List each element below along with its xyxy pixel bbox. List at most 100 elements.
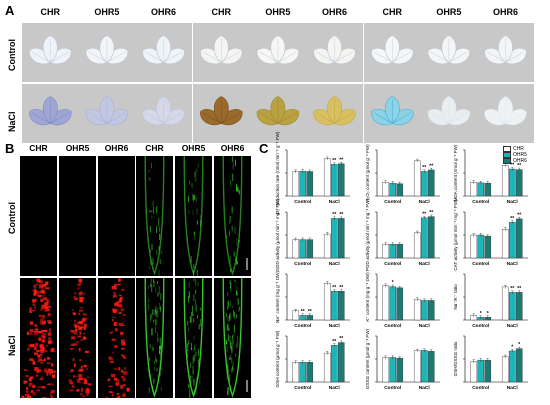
chart-7: K⁺ content (mg g⁻¹ DW) Control * NaCl	[347, 272, 444, 332]
significance-mark: **	[510, 286, 514, 292]
x-tick-label: Control	[384, 199, 401, 205]
significance-mark: *	[518, 342, 520, 348]
bar-OHR5-Control	[300, 240, 306, 258]
significance-mark: *	[487, 311, 489, 317]
bar-CHR-NaCl	[414, 161, 420, 196]
bar-OHR6-NaCl	[516, 292, 522, 320]
x-tick-label: Control	[294, 385, 311, 391]
bar-OHR5-Control	[478, 235, 484, 258]
x-tick-label: NaCl	[507, 323, 518, 329]
chart-3: SOD activity (μmol min⁻¹ mg⁻¹ FW) Control…	[257, 210, 354, 270]
bar-OHR5-Control	[390, 357, 396, 382]
x-tick-label: NaCl	[329, 199, 340, 205]
panel-b-row-label-1: NaCl	[7, 335, 17, 356]
panel-a-header-1-0: CHR	[193, 7, 250, 17]
panel-a-header-1-2: OHR6	[306, 7, 363, 17]
bar-OHR6-NaCl	[428, 300, 434, 320]
panel-b-image-r1-c3	[136, 278, 173, 398]
bar-CHR-Control	[383, 182, 389, 196]
x-tick-label: Control	[472, 199, 489, 205]
bar-CHR-NaCl	[502, 357, 508, 382]
chart-5: CAT activity (μmol min⁻¹ mg⁻¹ FW) Control…	[435, 210, 532, 270]
x-tick-label: Control	[294, 199, 311, 205]
panel-b-image-r0-c1	[59, 156, 96, 276]
significance-mark: **	[308, 309, 312, 315]
bar-CHR-NaCl	[414, 299, 420, 320]
panel-b-image-r0-c4	[175, 156, 212, 276]
chart-11: GSH/GSSG ratio Control NaCl * *	[435, 334, 532, 394]
bar-OHR5-NaCl	[331, 218, 337, 258]
significance-mark: **	[339, 212, 343, 218]
bar-OHR5-Control	[390, 183, 396, 196]
significance-mark: **	[510, 163, 514, 169]
x-tick-label: Control	[472, 261, 489, 267]
bar-OHR6-Control	[397, 288, 403, 320]
panel-a-row-label-1: NaCl	[7, 111, 17, 132]
y-axis-label: CAT activity (μmol min⁻¹ mg⁻¹ FW)	[453, 199, 458, 271]
x-tick-label: NaCl	[329, 385, 340, 391]
panel-b-image-r1-c1	[59, 278, 96, 398]
bar-OHR5-NaCl	[331, 345, 337, 382]
significance-mark: **	[517, 286, 521, 292]
panel-a-box-r1-g2	[364, 84, 534, 143]
panel-a-header-2-0: CHR	[364, 7, 421, 17]
y-axis-label: K⁺ content (mg g⁻¹ DW)	[365, 272, 370, 322]
bar-OHR6-NaCl	[516, 170, 522, 196]
significance-mark: **	[301, 309, 305, 315]
chart-1: H₂O₂ content (μmol g⁻¹ FW) Control NaCl ** *…	[347, 148, 444, 208]
panel-a-box-r0-g1	[193, 23, 363, 82]
significance-mark: **	[332, 158, 336, 164]
bar-OHR6-Control	[307, 171, 313, 196]
chart-0: O₂⁻ production rate (nmol min⁻¹ g⁻¹ FW) C…	[257, 148, 354, 208]
chart-6: Na⁺ content (mg g⁻¹ DW) Control ** ** NaCl **…	[257, 272, 354, 332]
significance-mark: **	[339, 336, 343, 342]
y-axis-label: POD activity (μmol min⁻¹ mg⁻¹ FW)	[365, 198, 370, 271]
bar-CHR-NaCl	[502, 229, 508, 258]
x-tick-label: NaCl	[329, 261, 340, 267]
bar-OHR6-Control	[485, 360, 491, 382]
bar-OHR5-NaCl	[421, 300, 427, 320]
bar-CHR-Control	[471, 235, 477, 258]
bar-CHR-NaCl	[324, 353, 330, 382]
panel-b-image-r1-c2	[98, 278, 135, 398]
bar-CHR-NaCl	[502, 165, 508, 196]
bar-OHR6-NaCl	[338, 343, 344, 382]
significance-mark: **	[339, 285, 343, 291]
bar-CHR-NaCl	[502, 287, 508, 320]
y-axis-label: GSH/GSSG ratio	[453, 341, 458, 376]
bar-OHR5-Control	[390, 244, 396, 258]
y-axis-label: GSSG content (μmol g⁻¹ FW)	[365, 328, 370, 389]
bar-OHR6-NaCl	[428, 170, 434, 196]
significance-mark: **	[332, 285, 336, 291]
significance-mark: **	[422, 211, 426, 217]
y-axis-label: H₂O₂ content (μmol g⁻¹ FW)	[365, 144, 370, 202]
panel-b-letter: B	[5, 141, 14, 156]
significance-mark: **	[332, 339, 336, 345]
y-axis-label: GSH content (μmol g⁻¹ FW)	[275, 330, 280, 387]
bar-OHR5-NaCl	[509, 169, 515, 196]
x-tick-label: NaCl	[507, 261, 518, 267]
bar-OHR6-NaCl	[338, 164, 344, 196]
bar-OHR5-NaCl	[421, 218, 427, 258]
bar-CHR-Control	[383, 357, 389, 382]
bar-OHR6-Control	[307, 362, 313, 382]
significance-mark: **	[332, 212, 336, 218]
x-tick-label: Control	[294, 261, 311, 267]
significance-mark: *	[392, 280, 394, 286]
bar-CHR-Control	[293, 240, 299, 258]
panel-a-box-r0-g2	[364, 23, 534, 82]
bar-OHR5-NaCl	[509, 351, 515, 382]
panel-b-image-r1-c5	[214, 278, 251, 398]
bar-CHR-NaCl	[324, 283, 330, 320]
bar-CHR-NaCl	[414, 351, 420, 382]
bar-OHR5-Control	[300, 362, 306, 382]
chart-9: GSH content (μmol g⁻¹ FW) Control NaCl ** **	[257, 334, 354, 394]
panel-b-image-r0-c3	[136, 156, 173, 276]
panel-a-header-2-2: OHR6	[477, 7, 534, 17]
x-tick-label: Control	[472, 323, 489, 329]
x-tick-label: NaCl	[329, 323, 340, 329]
bar-OHR5-NaCl	[331, 291, 337, 320]
panel-a-box-r0-g0	[22, 23, 192, 82]
x-tick-label: Control	[384, 261, 401, 267]
x-tick-label: NaCl	[507, 385, 518, 391]
